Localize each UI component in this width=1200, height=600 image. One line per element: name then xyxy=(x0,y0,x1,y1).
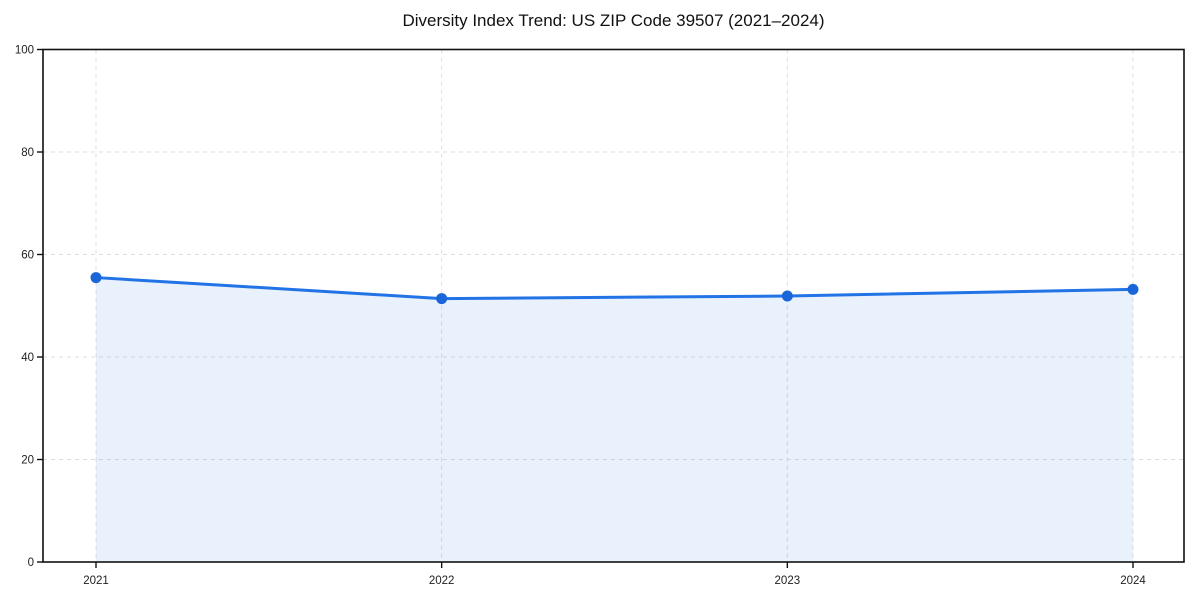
x-tick-label: 2022 xyxy=(429,575,455,587)
y-tick-label: 0 xyxy=(28,557,34,569)
data-point-2021 xyxy=(90,272,102,284)
area-fill xyxy=(96,277,1133,562)
chart-title: Diversity Index Trend: US ZIP Code 39507… xyxy=(402,11,825,30)
y-tick-label: 80 xyxy=(21,147,34,159)
y-tick-label: 20 xyxy=(21,455,34,467)
trend-line xyxy=(94,276,1135,301)
y-tick-label: 40 xyxy=(21,352,34,364)
x-tick-label: 2024 xyxy=(1120,575,1146,587)
data-point-2022 xyxy=(436,293,448,305)
data-point-2024 xyxy=(1127,283,1139,295)
x-tick-label: 2023 xyxy=(775,575,801,587)
y-tick-label: 60 xyxy=(21,250,34,262)
data-point-2023 xyxy=(781,290,793,302)
x-tick-label: 2021 xyxy=(83,575,109,587)
plot-border xyxy=(42,48,1185,563)
y-tick-label: 100 xyxy=(15,45,34,57)
